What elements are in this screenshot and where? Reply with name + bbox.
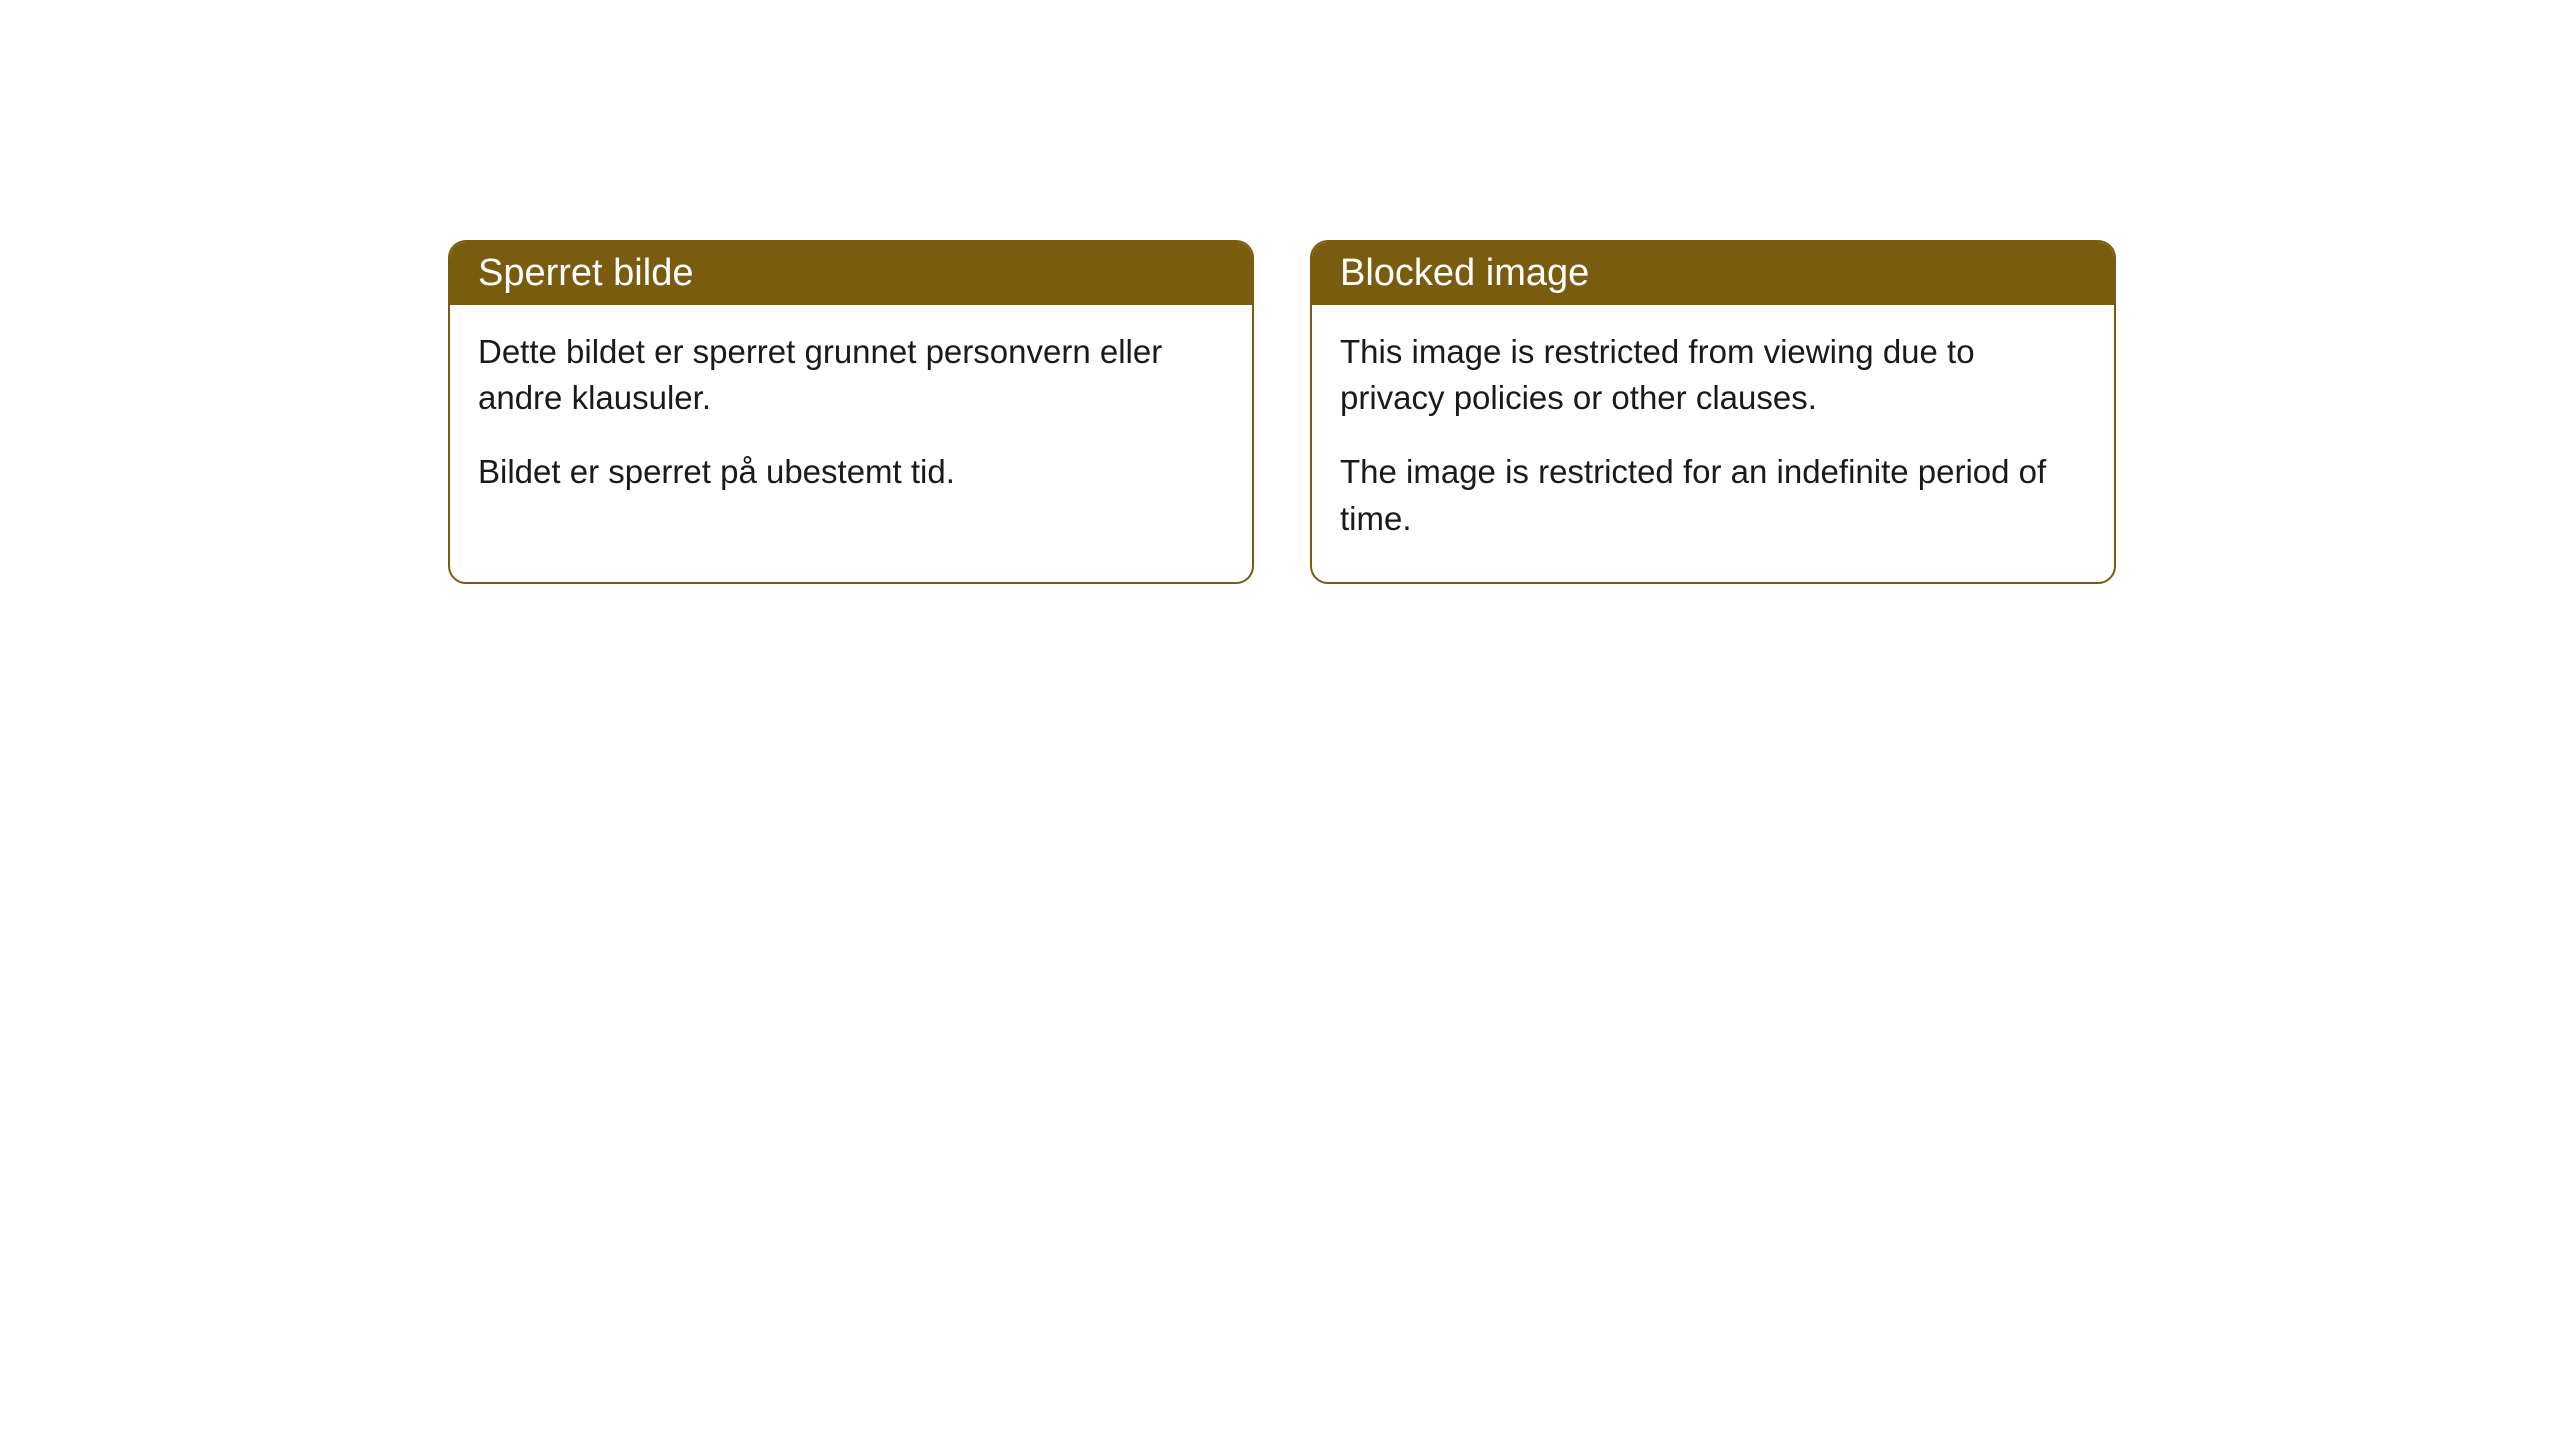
notice-card-norwegian: Sperret bilde Dette bildet er sperret gr… <box>448 240 1254 584</box>
notice-paragraph: The image is restricted for an indefinit… <box>1340 449 2086 541</box>
notice-card-body: This image is restricted from viewing du… <box>1312 305 2114 582</box>
notice-container: Sperret bilde Dette bildet er sperret gr… <box>448 240 2116 584</box>
notice-paragraph: Dette bildet er sperret grunnet personve… <box>478 329 1224 421</box>
notice-card-header: Blocked image <box>1312 242 2114 305</box>
notice-card-header: Sperret bilde <box>450 242 1252 305</box>
notice-card-english: Blocked image This image is restricted f… <box>1310 240 2116 584</box>
notice-paragraph: Bildet er sperret på ubestemt tid. <box>478 449 1224 495</box>
notice-card-body: Dette bildet er sperret grunnet personve… <box>450 305 1252 536</box>
notice-paragraph: This image is restricted from viewing du… <box>1340 329 2086 421</box>
